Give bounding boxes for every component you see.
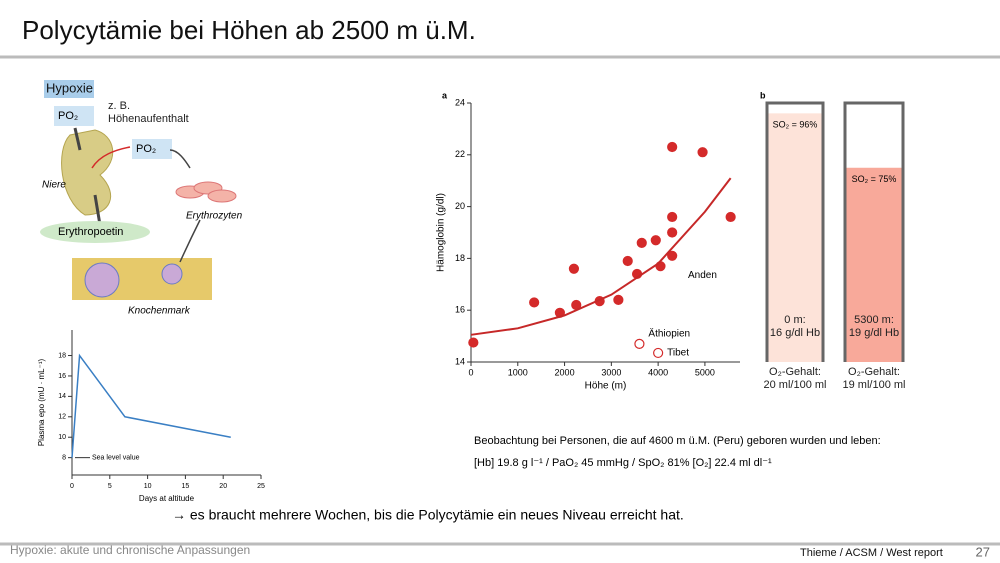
point — [667, 227, 678, 238]
observation-line: Beobachtung bei Personen, die auf 4600 m… — [474, 435, 881, 447]
x-tick-label: 20 — [219, 483, 227, 490]
point — [667, 250, 678, 261]
point — [613, 294, 624, 305]
y-tick-label: 22 — [455, 149, 465, 159]
po2-box — [54, 106, 94, 126]
po2-left: PO₂ — [58, 110, 78, 122]
slide-title: Polycytämie bei Höhen ab 2500 m ü.M. — [22, 15, 476, 45]
footer-text: Hypoxie: akute und chronische Anpassunge… — [10, 543, 250, 557]
point — [697, 147, 708, 158]
conclusion: → es braucht mehrere Wochen, bis die Pol… — [172, 507, 684, 523]
y-axis-label: Plasma epo (mU · mL⁻¹) — [37, 358, 46, 446]
y-tick-label: 18 — [58, 352, 66, 359]
arrow — [73, 127, 102, 226]
cells-label: Erythrozyten — [186, 211, 243, 222]
hormone-oval — [40, 221, 150, 243]
po2-right: PO₂ — [136, 143, 156, 155]
fit-curve — [470, 177, 732, 336]
point — [653, 347, 664, 359]
x-tick-label: 1000 — [508, 367, 528, 377]
x-tick-label: 2000 — [555, 367, 575, 377]
stem-cell — [84, 262, 120, 298]
y-tick-label: 16 — [455, 305, 465, 315]
category-label: O₂-Gehalt: 19 ml/100 ml — [842, 366, 906, 391]
x-tick-label: 0 — [70, 483, 74, 490]
red-cell — [207, 189, 237, 203]
hormone-label: Erythropoetin — [58, 226, 123, 238]
hypoxie-box — [44, 80, 94, 98]
point — [725, 211, 736, 223]
inner-label: 0 m: 16 g/dl Hb — [769, 314, 821, 339]
y-axis-label: Hämoglobin (g/dl) — [436, 193, 447, 272]
arrow — [169, 149, 201, 263]
bar — [845, 167, 903, 362]
point — [667, 141, 678, 153]
annotation: Anden — [688, 270, 717, 281]
kidney — [61, 129, 114, 216]
x-tick-label: 5 — [108, 483, 112, 490]
y-tick-label: 14 — [455, 356, 465, 366]
point-label: Äthiopien — [648, 328, 690, 340]
point — [667, 211, 678, 223]
footer-source: Thieme / ACSM / West report — [800, 547, 943, 559]
bar — [767, 113, 823, 362]
x-axis-label: Höhe (m) — [585, 381, 627, 392]
x-tick-label: 15 — [182, 483, 190, 490]
x-axis-label: Days at altitude — [139, 494, 195, 503]
diagram-note: z. B. Höhenaufenthalt — [108, 100, 189, 125]
point — [634, 338, 645, 349]
panel-label: a — [442, 90, 448, 100]
point-label: Tibet — [667, 348, 689, 359]
line-series — [71, 353, 231, 458]
observation-line: [Hb] 19.8 g l⁻¹ / PaO₂ 45 mmHg / SpO₂ 81… — [474, 457, 772, 469]
y-tick-label: 12 — [58, 414, 66, 421]
arrow — [91, 146, 131, 169]
x-tick-label: 5000 — [695, 367, 715, 377]
point — [568, 263, 580, 274]
marrow-label: Knochenmark — [128, 306, 191, 317]
container — [843, 101, 905, 362]
x-tick-label: 0 — [468, 367, 473, 377]
y-tick-label: 20 — [455, 201, 465, 211]
x-tick-label: 10 — [144, 483, 152, 490]
point — [636, 237, 647, 248]
y-tick-label: 14 — [58, 393, 66, 400]
point — [529, 297, 540, 308]
y-tick-label: 16 — [58, 373, 66, 380]
stem-cell — [161, 263, 183, 285]
page-number: 27 — [976, 544, 990, 559]
y-tick-label: 8 — [62, 454, 66, 461]
diagram-title: Hypoxie — [46, 80, 93, 95]
x-tick-label: 25 — [257, 483, 265, 490]
annotation: Sea level value — [92, 454, 140, 461]
panel-label: b — [760, 90, 766, 100]
point — [468, 337, 479, 348]
y-tick-label: 10 — [58, 434, 66, 441]
x-tick-label: 3000 — [601, 367, 621, 377]
value-label: SO₂ = 75% — [852, 174, 897, 184]
inner-label: 5300 m: 19 g/dl Hb — [848, 314, 900, 339]
container — [765, 101, 825, 362]
po2-box — [132, 139, 172, 159]
x-tick-label: 4000 — [648, 367, 668, 377]
y-tick-label: 24 — [455, 97, 465, 107]
point — [650, 235, 661, 246]
kidney-label: Niere — [42, 180, 66, 191]
value-label: SO₂ = 96% — [773, 120, 818, 130]
y-tick-label: 18 — [455, 253, 465, 263]
point — [622, 255, 633, 267]
category-label: O₂-Gehalt: 20 ml/100 ml — [763, 366, 827, 391]
